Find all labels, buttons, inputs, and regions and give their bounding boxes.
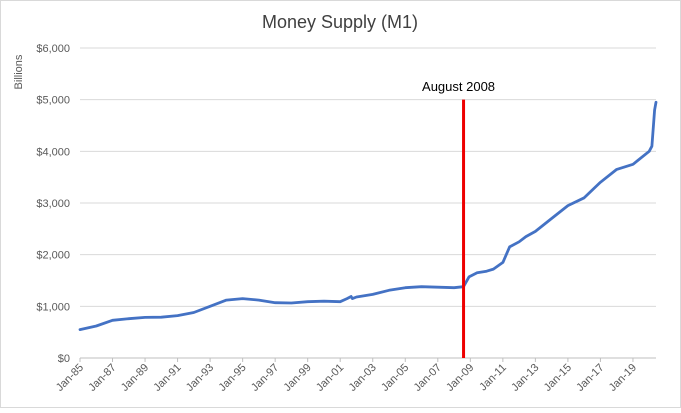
y-tick-label: $6,000: [36, 43, 70, 55]
y-tick-label: $0: [58, 353, 70, 365]
y-tick-label: $1,000: [36, 301, 70, 313]
y-tick-label: $4,000: [36, 146, 70, 158]
y-tick-label: $5,000: [36, 95, 70, 107]
y-axis-title: Billions: [13, 54, 25, 89]
series-line: [78, 100, 658, 331]
chart-title: Money Supply (M1): [262, 12, 418, 32]
annotation-label: August 2008: [422, 79, 495, 94]
y-tick-label: $2,000: [36, 250, 70, 262]
y-tick-label: $3,000: [36, 198, 70, 210]
